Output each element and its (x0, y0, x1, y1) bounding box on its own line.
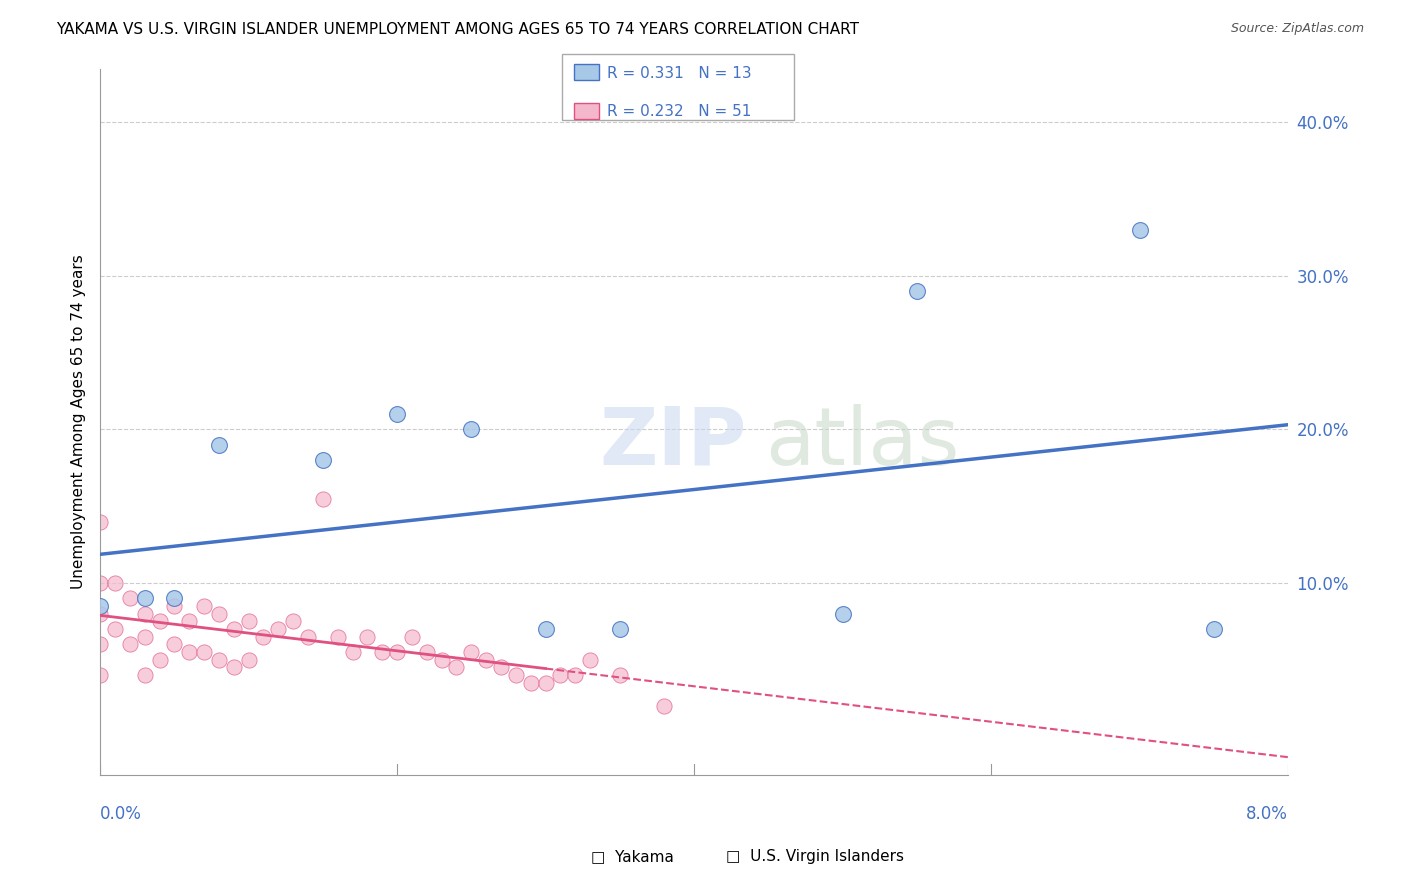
Point (89, 637, 111, 651)
Point (134, 668, 156, 682)
Text: R = 0.331   N = 13: R = 0.331 N = 13 (607, 66, 752, 80)
Point (326, 630, 349, 644)
Text: Source: ZipAtlas.com: Source: ZipAtlas.com (1230, 22, 1364, 36)
Point (104, 622, 127, 636)
Point (134, 607, 156, 621)
Point (193, 599, 215, 613)
Point (831, 607, 853, 621)
Point (342, 645, 364, 659)
Point (238, 653, 260, 667)
Point (148, 615, 170, 629)
Point (356, 630, 378, 644)
Point (89, 576, 111, 591)
Point (267, 622, 290, 636)
Point (460, 645, 482, 659)
Point (163, 591, 186, 606)
Point (104, 576, 127, 591)
Point (193, 645, 215, 659)
Point (163, 599, 186, 613)
Point (238, 615, 260, 629)
Text: R = 0.232   N = 51: R = 0.232 N = 51 (607, 104, 752, 119)
Text: 8.0%: 8.0% (1246, 805, 1288, 823)
Point (89, 607, 111, 621)
Point (654, 698, 676, 713)
Point (297, 630, 319, 644)
Point (179, 645, 201, 659)
Text: YAKAMA VS U.S. VIRGIN ISLANDER UNEMPLOYMENT AMONG AGES 65 TO 74 YEARS CORRELATIO: YAKAMA VS U.S. VIRGIN ISLANDER UNEMPLOYM… (56, 22, 859, 37)
Point (401, 630, 423, 644)
Point (579, 653, 602, 667)
Point (179, 615, 201, 629)
Y-axis label: Unemployment Among Ages 65 to 74 years: Unemployment Among Ages 65 to 74 years (72, 254, 86, 589)
Text: □  Yakama: □ Yakama (592, 849, 673, 863)
Point (385, 407, 408, 421)
Point (1202, 622, 1225, 636)
Point (609, 622, 631, 636)
Point (1128, 223, 1150, 237)
Point (446, 660, 468, 674)
Point (550, 668, 572, 682)
Point (208, 438, 231, 452)
Point (222, 622, 245, 636)
Point (489, 660, 512, 674)
Point (89, 599, 111, 613)
Point (118, 637, 141, 651)
Text: 0.0%: 0.0% (100, 805, 142, 823)
Point (519, 675, 541, 690)
Point (416, 645, 439, 659)
Point (534, 675, 557, 690)
Point (534, 622, 557, 636)
Text: □  U.S. Virgin Islanders: □ U.S. Virgin Islanders (727, 849, 904, 863)
Point (134, 630, 156, 644)
Point (148, 653, 170, 667)
Point (89, 668, 111, 682)
Point (222, 660, 245, 674)
Point (163, 637, 186, 651)
Text: ZIP: ZIP (599, 404, 747, 482)
Point (564, 668, 586, 682)
Point (609, 668, 631, 682)
Point (208, 607, 231, 621)
Point (385, 645, 408, 659)
Point (208, 653, 231, 667)
Point (134, 591, 156, 606)
Point (505, 668, 527, 682)
Point (312, 453, 335, 467)
Text: atlas: atlas (765, 404, 960, 482)
Point (118, 591, 141, 606)
Point (905, 284, 928, 298)
Point (312, 491, 335, 506)
Point (430, 653, 453, 667)
Point (89, 515, 111, 529)
Point (371, 645, 394, 659)
Point (283, 615, 305, 629)
Point (460, 422, 482, 436)
Point (252, 630, 274, 644)
Point (475, 653, 498, 667)
